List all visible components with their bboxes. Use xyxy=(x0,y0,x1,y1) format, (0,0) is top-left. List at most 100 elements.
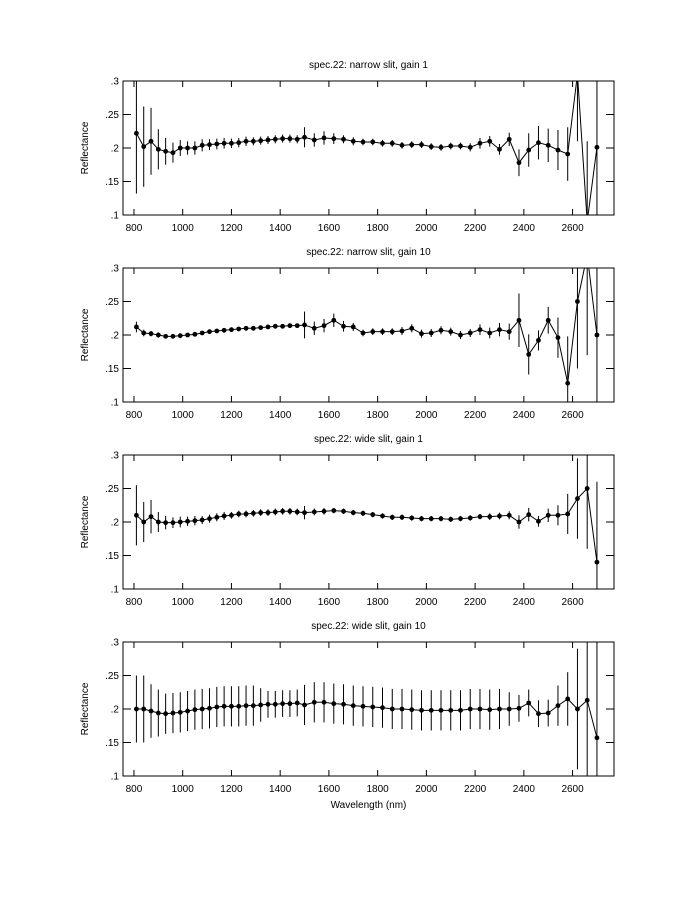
data-point xyxy=(258,138,264,144)
x-tick-label: 1200 xyxy=(220,410,243,421)
plot-area xyxy=(134,642,600,776)
data-point xyxy=(409,707,415,713)
plot-area xyxy=(134,252,600,402)
data-point xyxy=(236,703,242,709)
data-point xyxy=(236,511,242,517)
data-point xyxy=(584,697,590,703)
data-point xyxy=(438,516,444,522)
data-point xyxy=(214,514,220,520)
data-point xyxy=(545,142,551,148)
data-point xyxy=(438,144,444,150)
data-point xyxy=(419,331,424,337)
data-point xyxy=(302,134,307,140)
data-point xyxy=(280,508,286,514)
panel-title: spec.22: narrow slit, gain 1 xyxy=(309,60,428,71)
y-tick-label: .1 xyxy=(111,211,120,222)
data-point xyxy=(575,706,580,712)
data-point xyxy=(272,701,278,707)
data-point xyxy=(585,252,590,257)
data-point xyxy=(199,142,205,148)
data-point xyxy=(192,518,198,524)
data-line xyxy=(136,268,598,384)
x-tick-label: 1200 xyxy=(220,784,243,795)
data-point xyxy=(536,518,541,524)
data-point xyxy=(199,517,205,523)
y-tick-label: .1 xyxy=(111,772,120,783)
data-point xyxy=(331,508,337,514)
data-point xyxy=(516,317,522,323)
data-point xyxy=(294,700,300,706)
x-tick-label: 800 xyxy=(126,223,143,234)
data-point xyxy=(448,707,454,713)
data-point xyxy=(311,699,317,705)
data-point xyxy=(163,148,169,154)
data-point xyxy=(280,323,286,329)
data-point xyxy=(185,332,190,338)
data-point xyxy=(207,142,212,148)
x-tick-label: 1400 xyxy=(269,223,292,234)
data-point xyxy=(350,324,356,330)
data-point xyxy=(148,331,154,337)
data-point xyxy=(341,508,346,514)
y-tick-label: .25 xyxy=(105,110,119,121)
data-point xyxy=(370,704,376,710)
data-point xyxy=(229,140,234,146)
data-point xyxy=(477,706,483,712)
data-point xyxy=(458,707,463,713)
data-point xyxy=(380,329,385,335)
data-point xyxy=(287,136,293,142)
plot-area xyxy=(134,72,600,224)
data-point xyxy=(321,135,327,141)
data-point xyxy=(192,331,198,337)
y-tick-label: .2 xyxy=(111,331,120,342)
data-point xyxy=(448,143,454,149)
x-tick-label: 1600 xyxy=(318,597,341,608)
data-point xyxy=(399,328,405,334)
data-point xyxy=(280,136,286,142)
data-point xyxy=(448,329,454,335)
y-tick-label: .2 xyxy=(111,705,120,716)
data-point xyxy=(214,328,220,334)
data-point xyxy=(229,512,234,518)
data-point xyxy=(594,559,600,565)
data-point xyxy=(497,706,502,712)
data-point xyxy=(341,136,346,142)
data-point xyxy=(250,138,256,144)
data-point xyxy=(272,136,278,142)
y-tick-label: .1 xyxy=(111,585,120,596)
data-point xyxy=(331,136,337,142)
data-point xyxy=(399,706,405,712)
data-point xyxy=(506,329,512,335)
data-point xyxy=(409,142,415,148)
y-tick-label: .25 xyxy=(105,297,119,308)
data-point xyxy=(555,147,561,153)
x-tick-label: 2000 xyxy=(415,784,438,795)
data-point xyxy=(221,703,227,709)
x-tick-label: 2200 xyxy=(464,223,487,234)
data-point xyxy=(321,323,327,329)
x-tick-label: 1200 xyxy=(220,597,243,608)
data-point xyxy=(487,514,493,520)
data-point xyxy=(428,144,434,150)
data-point xyxy=(575,72,580,77)
y-axis-label: Reflectance xyxy=(80,308,91,361)
data-point xyxy=(585,219,590,224)
data-point xyxy=(487,138,493,144)
data-point xyxy=(536,711,541,717)
y-axis-label: Reflectance xyxy=(80,495,91,548)
data-point xyxy=(229,703,234,709)
data-point xyxy=(506,512,512,518)
data-point xyxy=(419,142,424,148)
data-point xyxy=(311,509,317,515)
y-axis-label: Reflectance xyxy=(80,121,91,174)
y-tick-label: .15 xyxy=(105,177,119,188)
data-point xyxy=(141,519,147,525)
data-point xyxy=(487,707,493,713)
data-point xyxy=(311,325,317,331)
x-tick-label: 1600 xyxy=(318,784,341,795)
y-tick-label: .15 xyxy=(105,364,119,375)
x-tick-label: 1000 xyxy=(172,597,195,608)
x-axis-label: Wavelength (nm) xyxy=(331,800,407,811)
y-tick-label: .3 xyxy=(111,638,120,649)
data-point xyxy=(467,144,473,150)
